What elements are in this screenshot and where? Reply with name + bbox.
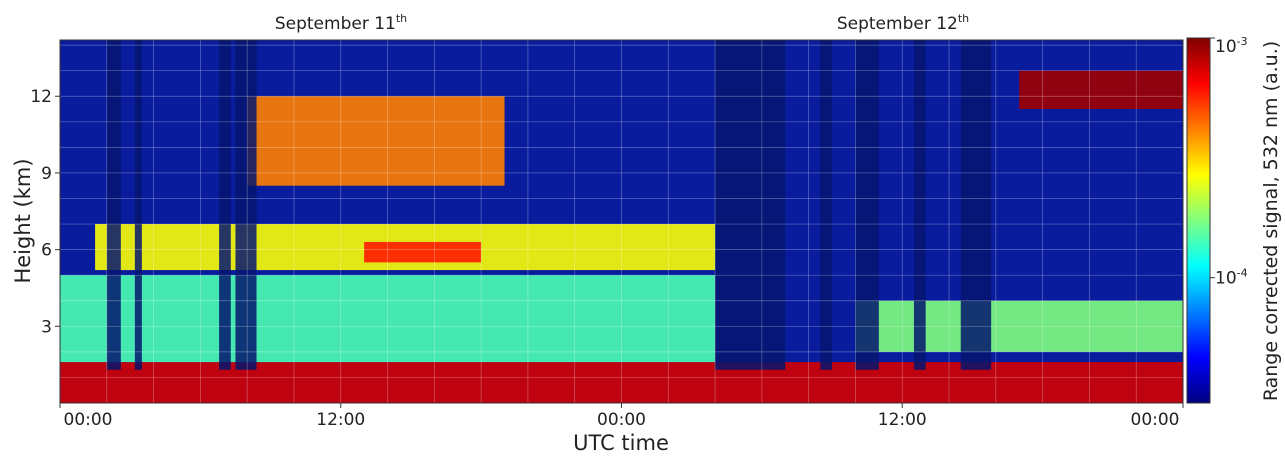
y-tick-label: 9 [41,164,52,184]
heatmap-cirrus-day1 [247,96,505,186]
colorbar-gradient [1186,37,1211,404]
colorbar-ticks: 10-3 10-4 [1210,35,1248,289]
data-gap [715,40,786,370]
panel-title-day2-sup: th [958,12,969,25]
colorbar-tick-label: 10-3 [1215,35,1248,57]
x-tick-label: 12:00 [878,410,927,430]
x-tick-label: 00:00 [64,410,113,430]
x-tick-label: 12:00 [316,410,365,430]
heatmap-mid-cloud-peak [364,241,482,263]
panel-title-day2-text: September 12 [837,14,958,34]
panel-title-day1-text: September 11 [275,14,396,34]
x-axis: 00:00 12:00 00:00 12:00 00:00 [59,403,1184,430]
data-gap [855,40,879,370]
data-gap [913,40,926,370]
y-axis: 3 6 9 12 [30,87,60,337]
y-tick-label: 12 [30,87,52,107]
data-gap [235,40,257,370]
data-gap [219,40,231,370]
data-gap [106,40,121,370]
y-tick-label: 3 [41,317,52,337]
grid-lines [60,40,1183,403]
heatmap-residual-layer [60,275,716,363]
data-gap [820,40,833,370]
panel-titles: September 11th September 12th [275,12,969,34]
panel-title-day1: September 11th [275,12,407,34]
heatmap-cells [60,70,1183,403]
x-axis-label: UTC time [573,431,669,455]
heatmap-aerosol-day2 [855,300,1183,352]
y-tick-label: 6 [41,241,52,261]
heatmap-cirrus-day2 [1019,70,1183,110]
y-axis-label: Height (km) [11,158,35,283]
colorbar-tick-label: 10-4 [1215,267,1248,289]
data-gaps [106,40,992,370]
panel-title-day1-sup: th [396,12,407,25]
plot-area [60,40,1183,403]
panel-title-day2: September 12th [837,12,969,34]
colorbar-label: Range corrected signal, 532 nm (a.u.) [1260,41,1282,401]
data-gap [134,40,142,370]
x-tick-label: 00:00 [1131,410,1180,430]
x-tick-label: 00:00 [597,410,646,430]
colorbar: 10-3 10-4 Range corrected signal, 532 nm … [1186,35,1282,404]
data-gap [960,40,992,370]
